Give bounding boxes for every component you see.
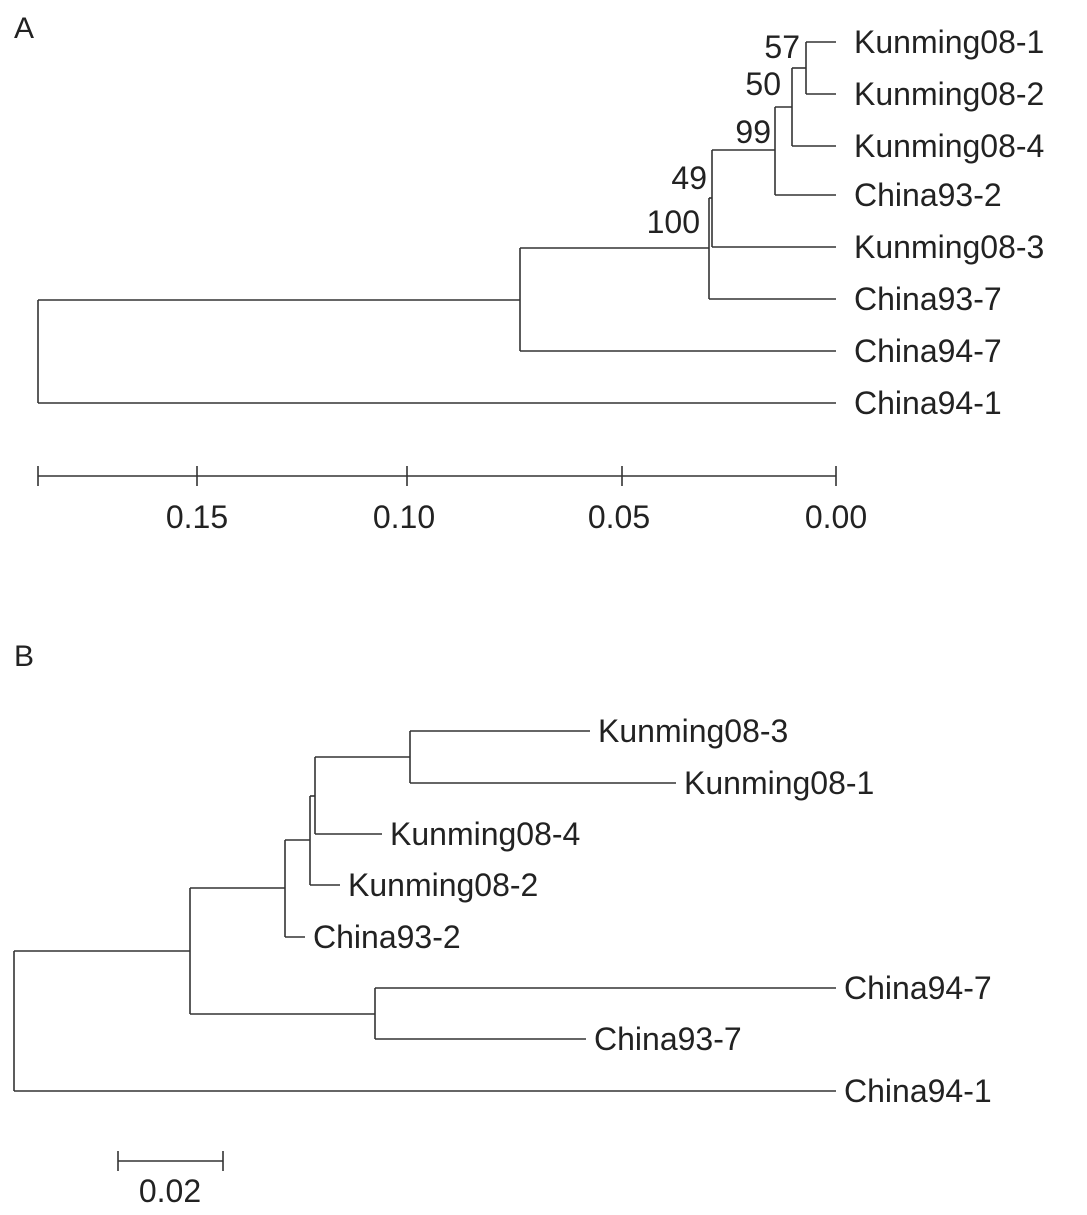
panel-b: B [13, 640, 992, 1209]
leaf-label: China93-7 [594, 1021, 742, 1057]
leaf-label: Kunming08-3 [598, 713, 788, 749]
axis-tick-label: 0.00 [805, 499, 867, 535]
panel-a-distance-axis: 0.15 0.10 0.05 0.00 [37, 466, 867, 535]
panel-a-tree-branches [37, 41, 836, 404]
leaf-label: China94-1 [854, 385, 1002, 421]
leaf-label: China94-7 [854, 333, 1002, 369]
scale-bar-label: 0.02 [139, 1173, 201, 1209]
leaf-label: China94-1 [844, 1073, 992, 1109]
leaf-label: Kunming08-4 [854, 128, 1044, 164]
leaf-label: Kunming08-1 [684, 765, 874, 801]
leaf-label: Kunming08-4 [390, 816, 580, 852]
panel-b-label: B [14, 640, 34, 673]
leaf-label: Kunming08-1 [854, 24, 1044, 60]
leaf-label: Kunming08-3 [854, 229, 1044, 265]
panel-b-scale-bar: 0.02 [117, 1151, 224, 1209]
leaf-label: China93-7 [854, 281, 1002, 317]
axis-tick-label: 0.15 [166, 499, 228, 535]
bootstrap-value: 49 [671, 160, 707, 196]
axis-tick-label: 0.10 [373, 499, 435, 535]
bootstrap-value: 50 [745, 66, 781, 102]
panel-a-label: A [14, 12, 34, 45]
leaf-label: Kunming08-2 [854, 76, 1044, 112]
bootstrap-value: 99 [735, 114, 771, 150]
bootstrap-value: 57 [764, 29, 800, 65]
leaf-label: China94-7 [844, 970, 992, 1006]
bootstrap-value: 100 [647, 204, 700, 240]
panel-b-leaf-labels: Kunming08-3 Kunming08-1 Kunming08-4 Kunm… [313, 713, 992, 1109]
leaf-label: China93-2 [313, 919, 461, 955]
leaf-label: Kunming08-2 [348, 867, 538, 903]
panel-a-bootstrap-values: 57 50 99 49 100 [647, 29, 800, 240]
axis-tick-label: 0.05 [588, 499, 650, 535]
panel-a: A [14, 12, 1044, 535]
panel-b-tree-branches [13, 730, 836, 1092]
leaf-label: China93-2 [854, 177, 1002, 213]
panel-a-leaf-labels: Kunming08-1 Kunming08-2 Kunming08-4 Chin… [854, 24, 1044, 421]
